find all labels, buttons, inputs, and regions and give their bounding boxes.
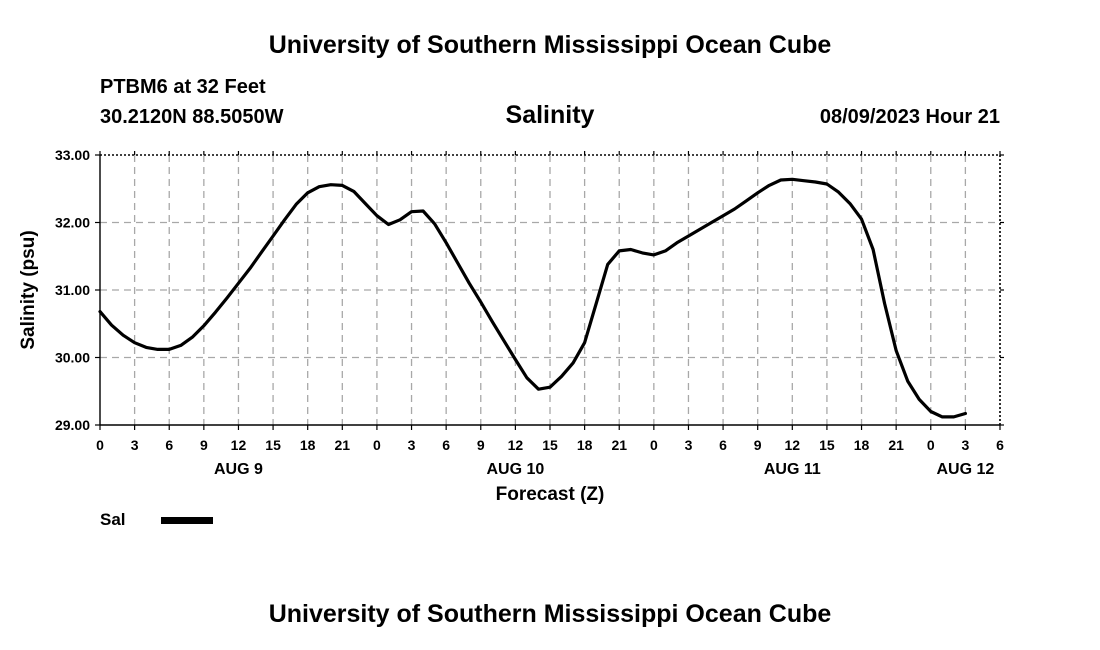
x-tick-label: 9 (754, 437, 762, 453)
x-tick-label: 6 (442, 437, 450, 453)
y-tick-label: 32.00 (55, 215, 90, 231)
y-axis-label: Salinity (psu) (18, 230, 39, 349)
x-tick-label: 0 (96, 437, 104, 453)
legend-swatch (161, 517, 213, 524)
chart-title: University of Southern Mississippi Ocean… (268, 31, 832, 59)
x-tick-label: 21 (888, 437, 904, 453)
x-tick-label: 12 (508, 437, 524, 453)
x-tick-label: 9 (477, 437, 485, 453)
x-tick-label: 18 (854, 437, 870, 453)
legend-label: Sal (100, 510, 126, 529)
x-tick-label: 3 (685, 437, 693, 453)
x-tick-label: 6 (996, 437, 1004, 453)
x-tick-label: 15 (265, 437, 281, 453)
x-tick-label: 21 (611, 437, 627, 453)
x-tick-label: 0 (927, 437, 935, 453)
x-tick-label: 6 (165, 437, 173, 453)
x-tick-label: 0 (373, 437, 381, 453)
x-tick-label: 15 (542, 437, 558, 453)
x-tick-label: 12 (785, 437, 801, 453)
x-tick-label: 15 (819, 437, 835, 453)
x-day-label: AUG 9 (214, 461, 263, 478)
x-tick-label: 3 (408, 437, 416, 453)
x-tick-label: 6 (719, 437, 727, 453)
coordinates-label: 30.2120N 88.5050W (100, 106, 284, 128)
x-tick-label: 0 (650, 437, 658, 453)
variable-title: Salinity (505, 101, 595, 129)
x-tick-label: 21 (335, 437, 351, 453)
x-tick-label: 3 (961, 437, 969, 453)
x-day-label: AUG 10 (486, 461, 544, 478)
x-tick-label: 18 (577, 437, 593, 453)
x-day-label: AUG 12 (936, 461, 994, 478)
x-day-label: AUG 11 (764, 461, 821, 478)
x-tick-label: 18 (300, 437, 316, 453)
footer-title: University of Southern Mississippi Ocean… (268, 600, 832, 628)
series-line-sal (98, 177, 968, 419)
station-label: PTBM6 at 32 Feet (100, 76, 266, 98)
x-tick-label: 9 (200, 437, 208, 453)
y-tick-label: 29.00 (55, 417, 90, 433)
x-tick-label: 12 (231, 437, 247, 453)
y-tick-label: 33.00 (55, 147, 90, 163)
y-tick-label: 30.00 (55, 350, 90, 366)
x-axis-label: Forecast (Z) (496, 484, 605, 505)
y-tick-label: 31.00 (55, 282, 90, 298)
x-tick-label: 3 (131, 437, 139, 453)
timestamp-label: 08/09/2023 Hour 21 (819, 106, 1000, 128)
